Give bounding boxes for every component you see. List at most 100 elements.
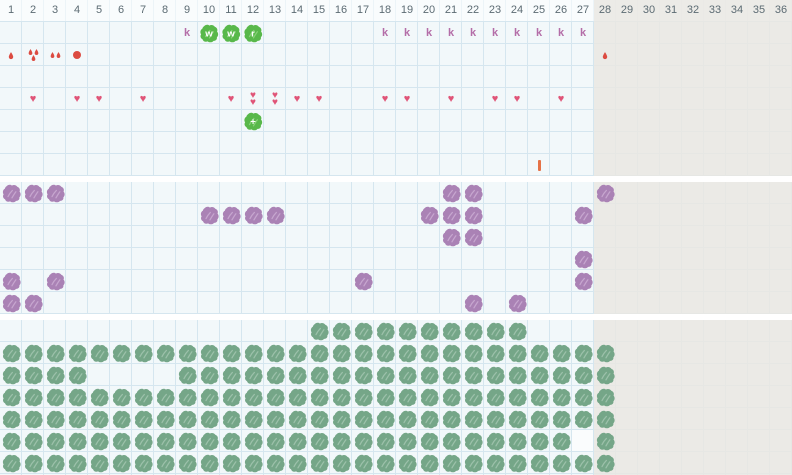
green-plant-icon[interactable] — [22, 342, 44, 364]
green-plant-icon[interactable] — [308, 386, 330, 408]
green-plant-icon[interactable] — [440, 320, 462, 342]
green-plant-icon[interactable] — [66, 364, 88, 386]
green-plant-icon[interactable] — [594, 364, 616, 386]
green-plant-icon[interactable] — [330, 364, 352, 386]
green-plant-icon[interactable] — [506, 342, 528, 364]
green-plant-icon[interactable] — [440, 430, 462, 452]
green-plant-icon[interactable] — [220, 342, 242, 364]
green-plant-icon[interactable] — [0, 408, 22, 430]
green-plant-icon[interactable] — [308, 408, 330, 430]
green-plant-icon[interactable] — [220, 452, 242, 474]
green-plant-icon[interactable] — [418, 342, 440, 364]
purple-plant-icon[interactable] — [44, 182, 66, 204]
green-plant-icon[interactable] — [242, 430, 264, 452]
green-plant-icon[interactable] — [264, 408, 286, 430]
green-plant-icon[interactable] — [308, 364, 330, 386]
green-plant-icon[interactable] — [88, 408, 110, 430]
green-plant-icon[interactable] — [440, 408, 462, 430]
green-plant-icon[interactable] — [110, 452, 132, 474]
green-plant-icon[interactable] — [484, 342, 506, 364]
green-plant-icon[interactable] — [198, 430, 220, 452]
green-plant-icon[interactable] — [330, 386, 352, 408]
green-plant-icon[interactable] — [330, 452, 352, 474]
green-plant-icon[interactable] — [572, 364, 594, 386]
green-plant-icon[interactable] — [0, 386, 22, 408]
green-plant-icon[interactable] — [594, 342, 616, 364]
green-plant-icon[interactable] — [374, 364, 396, 386]
green-plant-icon[interactable] — [88, 430, 110, 452]
green-plant-icon[interactable] — [286, 364, 308, 386]
green-plant-icon[interactable] — [484, 408, 506, 430]
purple-plant-icon[interactable] — [462, 226, 484, 248]
green-plant-icon[interactable] — [374, 430, 396, 452]
purple-plant-icon[interactable] — [594, 182, 616, 204]
green-plant-icon[interactable] — [440, 386, 462, 408]
purple-plant-icon[interactable] — [0, 292, 22, 314]
green-plant-icon[interactable] — [550, 430, 572, 452]
purple-plant-icon[interactable] — [440, 182, 462, 204]
green-plant-icon[interactable] — [22, 430, 44, 452]
green-plant-icon[interactable] — [22, 408, 44, 430]
green-plant-icon[interactable] — [352, 364, 374, 386]
bright-green-plant-icon-w[interactable]: w — [198, 22, 220, 44]
purple-plant-icon[interactable] — [572, 270, 594, 292]
purple-plant-icon[interactable] — [462, 204, 484, 226]
green-plant-icon[interactable] — [44, 386, 66, 408]
purple-plant-icon[interactable] — [506, 292, 528, 314]
green-plant-icon[interactable] — [132, 386, 154, 408]
green-plant-icon[interactable] — [220, 430, 242, 452]
green-plant-icon[interactable] — [22, 364, 44, 386]
green-plant-icon[interactable] — [308, 452, 330, 474]
green-plant-icon[interactable] — [506, 408, 528, 430]
green-plant-icon[interactable] — [418, 408, 440, 430]
green-plant-icon[interactable] — [198, 452, 220, 474]
green-plant-icon[interactable] — [44, 452, 66, 474]
green-plant-icon[interactable] — [418, 364, 440, 386]
green-plant-icon[interactable] — [132, 452, 154, 474]
green-plant-icon[interactable] — [572, 342, 594, 364]
green-plant-icon[interactable] — [198, 408, 220, 430]
green-plant-icon[interactable] — [484, 386, 506, 408]
purple-plant-icon[interactable] — [0, 270, 22, 292]
purple-plant-icon[interactable] — [198, 204, 220, 226]
green-plant-icon[interactable] — [528, 452, 550, 474]
purple-plant-icon[interactable] — [572, 204, 594, 226]
green-plant-icon[interactable] — [198, 342, 220, 364]
green-plant-icon[interactable] — [154, 408, 176, 430]
green-plant-icon[interactable] — [198, 386, 220, 408]
purple-plant-icon[interactable] — [440, 204, 462, 226]
green-plant-icon[interactable] — [440, 342, 462, 364]
green-plant-icon[interactable] — [132, 408, 154, 430]
green-plant-icon[interactable] — [506, 386, 528, 408]
bright-green-plant-icon-+[interactable]: + — [242, 110, 264, 132]
green-plant-icon[interactable] — [22, 452, 44, 474]
green-plant-icon[interactable] — [594, 386, 616, 408]
green-plant-icon[interactable] — [66, 430, 88, 452]
green-plant-icon[interactable] — [0, 452, 22, 474]
purple-plant-icon[interactable] — [440, 226, 462, 248]
green-plant-icon[interactable] — [176, 430, 198, 452]
green-plant-icon[interactable] — [462, 430, 484, 452]
green-plant-icon[interactable] — [462, 320, 484, 342]
green-plant-icon[interactable] — [396, 386, 418, 408]
green-plant-icon[interactable] — [110, 386, 132, 408]
green-plant-icon[interactable] — [132, 430, 154, 452]
green-plant-icon[interactable] — [484, 364, 506, 386]
green-plant-icon[interactable] — [418, 320, 440, 342]
green-plant-icon[interactable] — [88, 452, 110, 474]
green-plant-icon[interactable] — [264, 452, 286, 474]
green-plant-icon[interactable] — [462, 386, 484, 408]
green-plant-icon[interactable] — [572, 386, 594, 408]
green-plant-icon[interactable] — [550, 452, 572, 474]
green-plant-icon[interactable] — [330, 408, 352, 430]
green-plant-icon[interactable] — [88, 342, 110, 364]
green-plant-icon[interactable] — [198, 364, 220, 386]
green-plant-icon[interactable] — [440, 364, 462, 386]
green-plant-icon[interactable] — [528, 342, 550, 364]
green-plant-icon[interactable] — [264, 430, 286, 452]
green-plant-icon[interactable] — [0, 430, 22, 452]
green-plant-icon[interactable] — [374, 452, 396, 474]
green-plant-icon[interactable] — [264, 342, 286, 364]
green-plant-icon[interactable] — [286, 408, 308, 430]
green-plant-icon[interactable] — [176, 408, 198, 430]
